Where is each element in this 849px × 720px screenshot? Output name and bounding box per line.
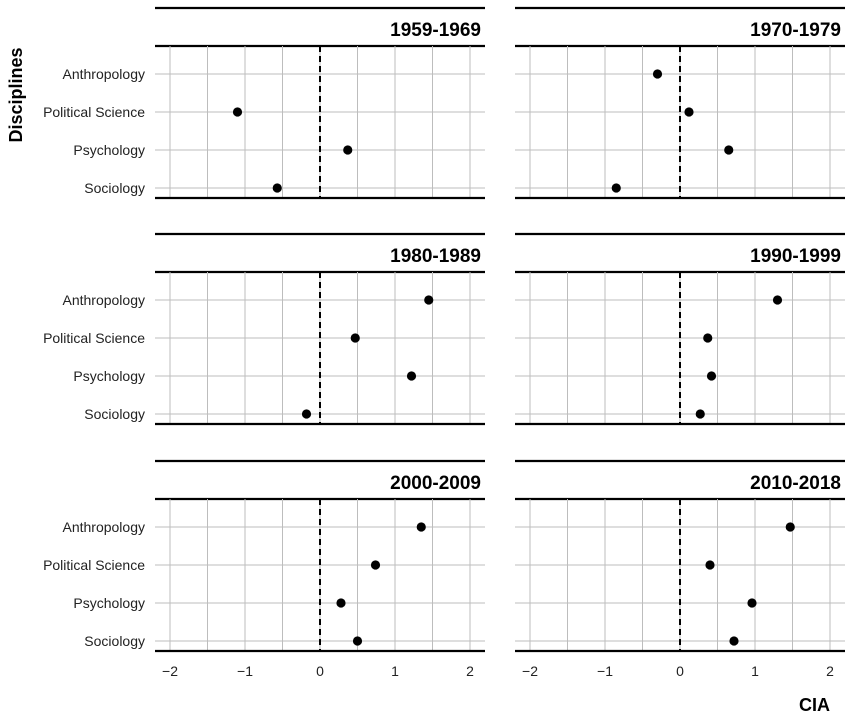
point-sociology xyxy=(611,183,621,193)
panel-2010-2018: 2010-2018 −2 −1 0 1 2 xyxy=(515,459,845,679)
x-tick-label: −1 xyxy=(237,663,253,679)
point-political-science xyxy=(350,333,360,343)
panel-title: 1970-1979 xyxy=(750,20,841,41)
point-anthropology xyxy=(785,522,795,532)
y-tick-label: Psychology xyxy=(73,142,145,158)
point-sociology xyxy=(272,183,282,193)
panel-1980-1989: 1980-1989 Anthropology Political Science Ps… xyxy=(43,232,485,426)
point-political-science xyxy=(703,333,713,343)
x-tick-label: −2 xyxy=(522,663,538,679)
point-political-science xyxy=(705,560,715,570)
x-axis-title: CIA xyxy=(799,695,830,715)
y-tick-label: Sociology xyxy=(84,180,145,196)
panel-1990-1999: 1990-1999 xyxy=(515,232,845,426)
point-psychology xyxy=(706,371,717,381)
point-sociology xyxy=(301,409,312,419)
point-anthropology xyxy=(416,522,426,532)
point-anthropology xyxy=(652,69,663,79)
y-tick-label: Political Science xyxy=(43,330,145,346)
panel-title: 2000-2009 xyxy=(390,473,481,494)
panel-title: 1980-1989 xyxy=(390,246,481,267)
point-anthropology xyxy=(424,295,434,305)
y-tick-label: Sociology xyxy=(84,633,145,649)
point-psychology xyxy=(336,598,346,608)
x-tick-label: 0 xyxy=(676,663,684,679)
x-tick-label: 2 xyxy=(466,663,474,679)
y-tick-label: Political Science xyxy=(43,104,145,120)
x-tick-label: 1 xyxy=(391,663,399,679)
y-tick-label: Psychology xyxy=(73,595,145,611)
point-psychology xyxy=(724,145,734,155)
panel-title: 2010-2018 xyxy=(750,473,841,494)
x-tick-label: 1 xyxy=(751,663,759,679)
facet-panels: 1959-1969 Anthropology Political Science Ps… xyxy=(43,6,845,679)
y-tick-label: Anthropology xyxy=(62,66,145,82)
y-tick-label: Political Science xyxy=(43,557,145,573)
point-psychology xyxy=(343,145,353,155)
point-sociology xyxy=(695,409,705,419)
x-tick-label: −1 xyxy=(597,663,613,679)
panel-1959-1969: 1959-1969 Anthropology Political Science Ps… xyxy=(43,6,485,200)
y-tick-label: Psychology xyxy=(73,368,145,384)
panel-1970-1979: 1970-1979 xyxy=(515,6,845,200)
point-psychology xyxy=(747,598,757,608)
point-political-science xyxy=(370,560,381,570)
x-tick-label: 2 xyxy=(826,663,834,679)
point-political-science xyxy=(684,107,694,117)
point-sociology xyxy=(352,636,363,646)
y-tick-label: Sociology xyxy=(84,406,145,422)
point-psychology xyxy=(406,371,417,381)
panel-title: 1990-1999 xyxy=(750,246,841,267)
panel-title: 1959-1969 xyxy=(390,20,481,41)
y-axis-title: Disciplines xyxy=(6,47,26,142)
x-tick-label: 0 xyxy=(316,663,324,679)
y-tick-label: Anthropology xyxy=(62,519,145,535)
x-tick-label: −2 xyxy=(162,663,178,679)
panel-2000-2009: 2000-2009 Anthropology Political Science Ps… xyxy=(43,459,485,679)
point-political-science xyxy=(232,107,243,117)
y-tick-label: Anthropology xyxy=(62,292,145,308)
point-sociology xyxy=(729,636,739,646)
point-anthropology xyxy=(772,295,783,305)
